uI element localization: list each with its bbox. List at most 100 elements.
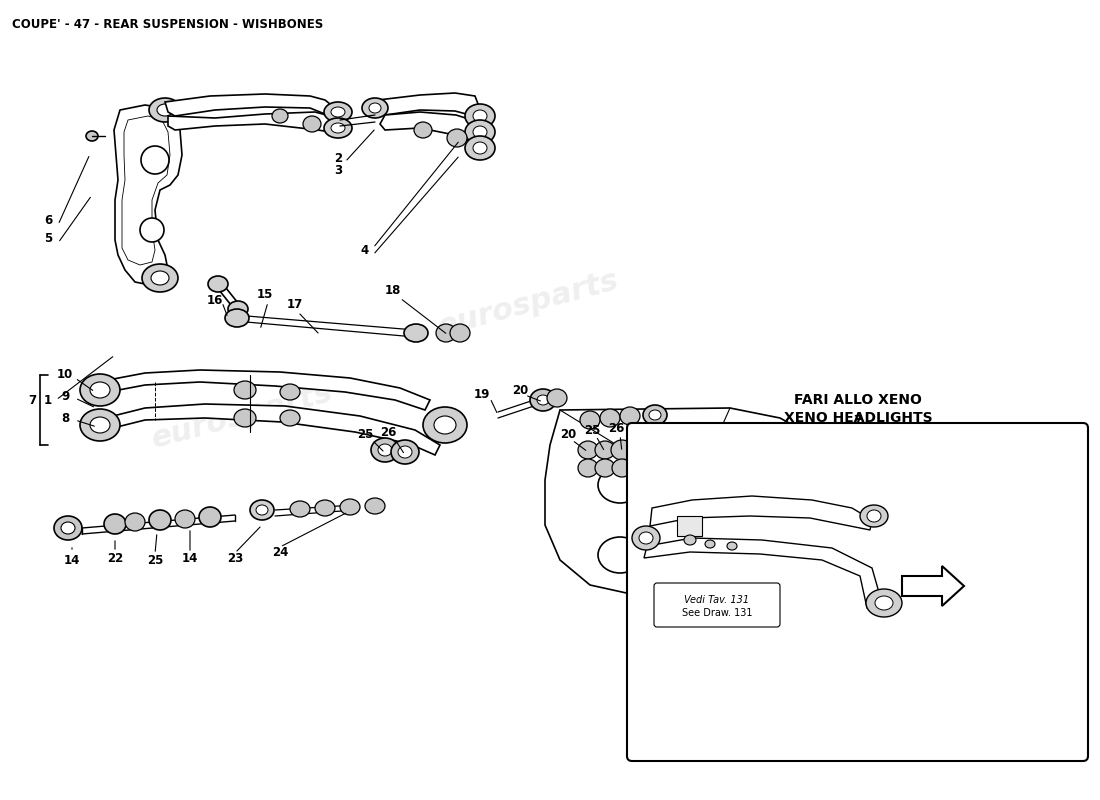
Text: eurosparts: eurosparts	[148, 378, 336, 454]
Ellipse shape	[398, 446, 412, 458]
Ellipse shape	[390, 440, 419, 464]
Ellipse shape	[208, 276, 228, 292]
Ellipse shape	[860, 505, 888, 527]
Ellipse shape	[315, 500, 336, 516]
Ellipse shape	[874, 596, 893, 610]
Text: COUPE' - 47 - REAR SUSPENSION - WISHBONES: COUPE' - 47 - REAR SUSPENSION - WISHBONE…	[12, 18, 323, 31]
Ellipse shape	[290, 501, 310, 517]
Text: 14: 14	[64, 554, 80, 566]
Ellipse shape	[148, 510, 170, 530]
Ellipse shape	[537, 395, 549, 405]
Text: 23: 23	[227, 551, 243, 565]
Ellipse shape	[157, 104, 173, 116]
Ellipse shape	[636, 445, 646, 455]
Ellipse shape	[54, 516, 82, 540]
Ellipse shape	[86, 131, 98, 141]
Ellipse shape	[141, 146, 169, 174]
Text: FARI ALLO XENO: FARI ALLO XENO	[794, 393, 922, 407]
Text: 26: 26	[608, 422, 624, 434]
Polygon shape	[644, 538, 882, 613]
Text: 26: 26	[379, 426, 396, 438]
Ellipse shape	[644, 405, 667, 425]
Text: 25: 25	[146, 554, 163, 566]
Text: 14: 14	[182, 551, 198, 565]
Bar	[676, 516, 702, 536]
Text: 13: 13	[700, 443, 715, 453]
Ellipse shape	[465, 120, 495, 144]
Ellipse shape	[578, 441, 598, 459]
Ellipse shape	[473, 110, 487, 122]
Polygon shape	[379, 112, 478, 140]
Polygon shape	[108, 370, 430, 410]
Ellipse shape	[60, 522, 75, 534]
Ellipse shape	[142, 264, 178, 292]
Ellipse shape	[302, 116, 321, 132]
Polygon shape	[378, 93, 478, 115]
Ellipse shape	[272, 109, 288, 123]
Ellipse shape	[404, 324, 428, 342]
Ellipse shape	[595, 441, 615, 459]
Ellipse shape	[140, 218, 164, 242]
Text: 25: 25	[584, 423, 601, 437]
Polygon shape	[902, 566, 964, 606]
Text: 12: 12	[736, 443, 751, 453]
Ellipse shape	[639, 532, 653, 544]
Polygon shape	[820, 665, 960, 735]
Ellipse shape	[256, 505, 268, 515]
Text: 5: 5	[44, 231, 52, 245]
Text: 11: 11	[659, 443, 674, 453]
Text: 15: 15	[256, 289, 273, 302]
Ellipse shape	[465, 136, 495, 160]
FancyBboxPatch shape	[654, 583, 780, 627]
Polygon shape	[104, 404, 440, 455]
Ellipse shape	[226, 309, 249, 327]
Ellipse shape	[368, 103, 381, 113]
Ellipse shape	[630, 440, 652, 460]
Ellipse shape	[331, 123, 345, 133]
Text: 24: 24	[272, 546, 288, 558]
Text: 7: 7	[28, 394, 36, 406]
Ellipse shape	[175, 510, 195, 528]
Ellipse shape	[280, 410, 300, 426]
Ellipse shape	[104, 514, 126, 534]
Ellipse shape	[199, 507, 221, 527]
Text: 20: 20	[560, 429, 576, 442]
Ellipse shape	[866, 589, 902, 617]
Ellipse shape	[331, 107, 345, 117]
Text: 17: 17	[287, 298, 304, 311]
Ellipse shape	[436, 324, 456, 342]
Polygon shape	[650, 496, 872, 530]
Ellipse shape	[151, 271, 169, 285]
Ellipse shape	[280, 384, 300, 400]
Ellipse shape	[324, 118, 352, 138]
Text: Vedi Tav. 131: Vedi Tav. 131	[684, 595, 749, 605]
Text: 1: 1	[44, 394, 52, 406]
Ellipse shape	[90, 382, 110, 398]
Ellipse shape	[578, 459, 598, 477]
Polygon shape	[114, 105, 182, 285]
Ellipse shape	[125, 513, 145, 531]
Ellipse shape	[371, 438, 399, 462]
Text: 19: 19	[474, 389, 491, 402]
Text: 8: 8	[60, 411, 69, 425]
Text: 2: 2	[334, 151, 342, 165]
Ellipse shape	[324, 102, 352, 122]
Ellipse shape	[450, 324, 470, 342]
Ellipse shape	[148, 98, 182, 122]
Ellipse shape	[530, 389, 556, 411]
Ellipse shape	[447, 129, 468, 147]
Ellipse shape	[80, 374, 120, 406]
Ellipse shape	[595, 459, 615, 477]
Text: 22: 22	[107, 551, 123, 565]
Ellipse shape	[547, 389, 567, 407]
Text: 16: 16	[207, 294, 223, 306]
Ellipse shape	[649, 410, 661, 420]
Text: 20: 20	[512, 383, 528, 397]
Ellipse shape	[234, 381, 256, 399]
FancyBboxPatch shape	[627, 423, 1088, 761]
Text: 18: 18	[385, 283, 402, 297]
Ellipse shape	[632, 526, 660, 550]
Ellipse shape	[600, 409, 620, 427]
Text: 4: 4	[361, 243, 370, 257]
Polygon shape	[165, 94, 336, 116]
